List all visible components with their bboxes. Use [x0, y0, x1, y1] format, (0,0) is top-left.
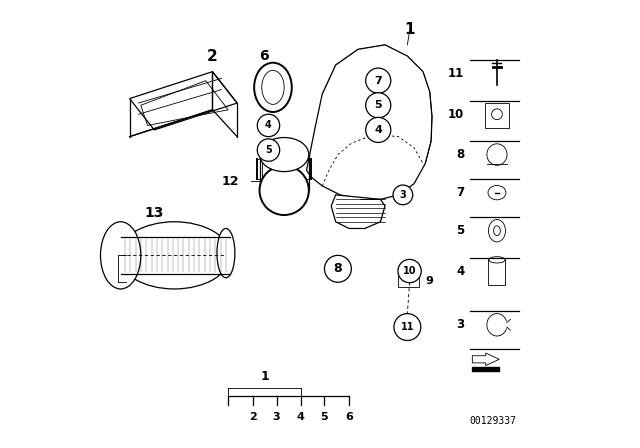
- Circle shape: [257, 139, 280, 161]
- Text: 8: 8: [456, 148, 464, 161]
- Circle shape: [393, 185, 413, 205]
- Ellipse shape: [260, 166, 309, 215]
- Text: 7: 7: [374, 76, 382, 86]
- Ellipse shape: [489, 257, 505, 263]
- FancyBboxPatch shape: [398, 276, 419, 287]
- Text: 9: 9: [425, 276, 433, 286]
- Circle shape: [365, 117, 391, 142]
- Text: 3: 3: [273, 412, 280, 422]
- Ellipse shape: [487, 144, 507, 165]
- Text: 12: 12: [222, 175, 239, 188]
- Polygon shape: [130, 72, 237, 130]
- Text: 11: 11: [401, 322, 414, 332]
- Text: 1: 1: [260, 370, 269, 383]
- Circle shape: [324, 255, 351, 282]
- Ellipse shape: [260, 138, 309, 172]
- Ellipse shape: [287, 142, 303, 158]
- Text: 4: 4: [374, 125, 382, 135]
- Text: 00129337: 00129337: [469, 416, 516, 426]
- Text: 5: 5: [321, 412, 328, 422]
- Text: 5: 5: [374, 100, 382, 110]
- Ellipse shape: [118, 222, 230, 289]
- Text: 5: 5: [265, 145, 272, 155]
- Ellipse shape: [488, 220, 506, 242]
- Circle shape: [257, 114, 280, 137]
- Text: 6: 6: [345, 412, 353, 422]
- Circle shape: [365, 68, 391, 93]
- Text: 13: 13: [145, 206, 164, 220]
- Text: 2: 2: [207, 48, 218, 64]
- Text: 10: 10: [448, 108, 464, 121]
- Text: 3: 3: [399, 190, 406, 200]
- Text: 2: 2: [249, 412, 257, 422]
- Text: 1: 1: [404, 22, 415, 37]
- Circle shape: [492, 109, 502, 120]
- Text: 4: 4: [456, 264, 464, 278]
- Text: 6: 6: [259, 49, 269, 63]
- FancyBboxPatch shape: [488, 259, 506, 285]
- Text: 4: 4: [297, 412, 305, 422]
- Text: 3: 3: [456, 318, 464, 332]
- Polygon shape: [472, 367, 499, 371]
- Text: 8: 8: [333, 262, 342, 276]
- Text: 4: 4: [265, 121, 272, 130]
- Circle shape: [398, 259, 421, 283]
- Ellipse shape: [100, 222, 141, 289]
- Text: 7: 7: [456, 186, 464, 199]
- Text: 5: 5: [456, 224, 464, 237]
- FancyBboxPatch shape: [485, 103, 509, 128]
- Ellipse shape: [493, 226, 500, 236]
- Circle shape: [365, 93, 391, 118]
- Ellipse shape: [217, 228, 235, 278]
- Polygon shape: [332, 195, 385, 228]
- Polygon shape: [307, 45, 432, 199]
- Ellipse shape: [488, 185, 506, 200]
- Text: 10: 10: [403, 266, 417, 276]
- Circle shape: [394, 314, 421, 340]
- Polygon shape: [472, 353, 499, 366]
- Text: 11: 11: [448, 67, 464, 81]
- Ellipse shape: [254, 63, 292, 112]
- Ellipse shape: [262, 70, 284, 104]
